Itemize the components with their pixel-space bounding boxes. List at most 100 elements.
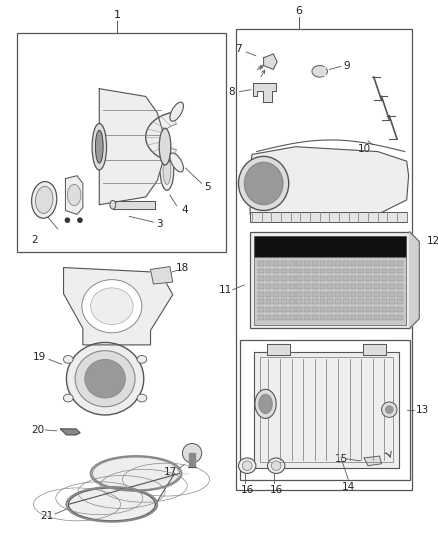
Ellipse shape bbox=[238, 458, 256, 473]
Bar bbox=[297, 300, 302, 304]
Text: 9: 9 bbox=[343, 61, 350, 70]
Text: 19: 19 bbox=[33, 352, 46, 362]
Bar bbox=[273, 276, 279, 281]
Bar bbox=[343, 284, 349, 289]
Bar bbox=[304, 269, 310, 273]
Bar bbox=[366, 261, 372, 265]
Polygon shape bbox=[318, 68, 325, 75]
Circle shape bbox=[381, 402, 397, 417]
Bar bbox=[258, 307, 264, 312]
Polygon shape bbox=[64, 268, 173, 345]
Bar bbox=[335, 307, 341, 312]
Bar bbox=[304, 300, 310, 304]
Bar bbox=[389, 307, 395, 312]
Bar bbox=[328, 284, 333, 289]
Bar bbox=[389, 276, 395, 281]
Polygon shape bbox=[363, 344, 386, 354]
Bar bbox=[265, 261, 272, 265]
Polygon shape bbox=[410, 232, 419, 328]
Bar bbox=[312, 276, 318, 281]
Bar bbox=[250, 213, 406, 222]
Bar bbox=[320, 269, 325, 273]
Bar bbox=[320, 292, 325, 296]
Circle shape bbox=[65, 218, 70, 223]
Text: 7: 7 bbox=[235, 44, 242, 54]
Text: 11: 11 bbox=[219, 285, 233, 295]
Bar bbox=[258, 269, 264, 273]
Text: 10: 10 bbox=[357, 144, 371, 154]
Bar bbox=[312, 292, 318, 296]
Bar bbox=[312, 300, 318, 304]
Bar bbox=[258, 292, 264, 296]
Bar bbox=[381, 269, 387, 273]
Bar bbox=[343, 300, 349, 304]
Polygon shape bbox=[364, 456, 381, 466]
Bar bbox=[366, 276, 372, 281]
Bar bbox=[297, 292, 302, 296]
Bar bbox=[328, 307, 333, 312]
Bar bbox=[304, 261, 310, 265]
Ellipse shape bbox=[110, 200, 116, 209]
Bar bbox=[374, 284, 380, 289]
Text: 6: 6 bbox=[295, 6, 302, 17]
Bar bbox=[366, 284, 372, 289]
Bar bbox=[374, 269, 380, 273]
Text: 12: 12 bbox=[427, 237, 438, 246]
Bar bbox=[374, 315, 380, 320]
Bar bbox=[273, 261, 279, 265]
Bar bbox=[281, 300, 287, 304]
Bar bbox=[289, 315, 294, 320]
Bar bbox=[258, 284, 264, 289]
Bar bbox=[297, 261, 302, 265]
Circle shape bbox=[385, 406, 393, 414]
Bar bbox=[289, 300, 294, 304]
Text: 17: 17 bbox=[164, 467, 177, 478]
Polygon shape bbox=[266, 344, 290, 354]
Bar bbox=[273, 315, 279, 320]
Bar bbox=[304, 276, 310, 281]
Bar bbox=[358, 315, 364, 320]
Bar bbox=[265, 300, 272, 304]
Text: 14: 14 bbox=[342, 482, 355, 492]
Bar bbox=[254, 257, 406, 325]
Text: 4: 4 bbox=[181, 205, 187, 215]
Bar bbox=[389, 292, 395, 296]
Bar bbox=[320, 284, 325, 289]
Bar bbox=[281, 269, 287, 273]
Bar bbox=[240, 340, 410, 480]
Bar bbox=[328, 292, 333, 296]
Ellipse shape bbox=[244, 162, 283, 205]
Bar bbox=[350, 269, 357, 273]
Bar bbox=[328, 315, 333, 320]
Bar bbox=[250, 232, 410, 328]
Polygon shape bbox=[264, 54, 277, 69]
Bar bbox=[273, 292, 279, 296]
Bar bbox=[335, 261, 341, 265]
Bar bbox=[350, 300, 357, 304]
Bar bbox=[258, 315, 264, 320]
Bar bbox=[374, 261, 380, 265]
Bar bbox=[358, 300, 364, 304]
Bar bbox=[343, 315, 349, 320]
Bar bbox=[389, 284, 395, 289]
Ellipse shape bbox=[137, 356, 147, 364]
Bar bbox=[366, 300, 372, 304]
Ellipse shape bbox=[170, 153, 184, 172]
Bar bbox=[389, 300, 395, 304]
Bar bbox=[335, 292, 341, 296]
Bar bbox=[374, 300, 380, 304]
Bar bbox=[312, 261, 318, 265]
Bar bbox=[236, 29, 412, 490]
Ellipse shape bbox=[82, 280, 142, 333]
Bar bbox=[312, 284, 318, 289]
Bar bbox=[273, 284, 279, 289]
Polygon shape bbox=[113, 201, 155, 208]
Circle shape bbox=[182, 443, 202, 463]
Ellipse shape bbox=[238, 156, 289, 211]
Text: 3: 3 bbox=[156, 219, 162, 229]
Bar bbox=[289, 307, 294, 312]
Bar bbox=[397, 300, 403, 304]
Bar bbox=[328, 261, 333, 265]
Ellipse shape bbox=[163, 157, 171, 184]
Bar bbox=[254, 236, 406, 257]
